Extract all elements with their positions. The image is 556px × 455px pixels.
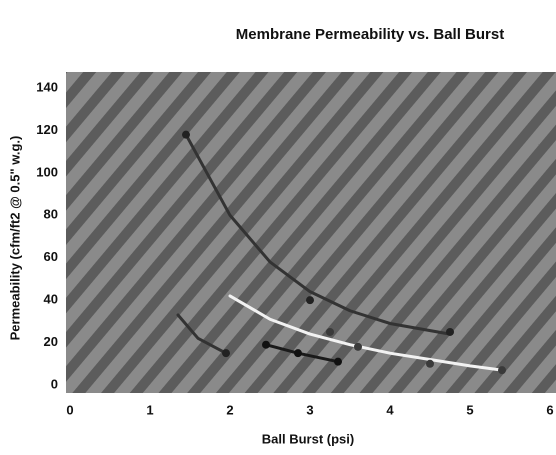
x-tick-label: 4 [386, 402, 394, 417]
y-tick-label: 120 [36, 122, 58, 137]
y-tick-label: 80 [44, 207, 58, 222]
x-tick-label: 1 [146, 402, 153, 417]
point [426, 359, 434, 368]
point [498, 366, 506, 375]
y-tick-label: 60 [44, 249, 58, 264]
y-axis-label: Permeability (cfm/ft2 @ 0.5" w.g.) [7, 136, 22, 341]
point [182, 130, 190, 139]
plot-area [66, 72, 556, 393]
trend-line [184, 133, 452, 336]
point [222, 349, 230, 358]
point [306, 296, 314, 305]
x-tick-label: 0 [66, 402, 73, 417]
point [294, 349, 302, 358]
x-axis-label: Ball Burst (psi) [262, 431, 354, 446]
trend-line [176, 313, 228, 355]
x-tick-label: 2 [226, 402, 233, 417]
y-tick-label: 40 [44, 292, 58, 307]
point [262, 340, 270, 349]
y-tick-label: 140 [36, 79, 58, 94]
point [334, 357, 342, 366]
chart-title: Membrane Permeability vs. Ball Burst [236, 26, 504, 43]
x-tick-label: 3 [306, 402, 313, 417]
trend-line [228, 294, 504, 372]
y-tick-label: 20 [44, 334, 58, 349]
x-tick-label: 5 [466, 402, 473, 417]
y-tick-label: 100 [36, 164, 58, 179]
point [326, 327, 334, 336]
point [354, 342, 362, 351]
point [446, 327, 454, 336]
y-tick-label: 0 [51, 376, 58, 391]
x-tick-label: 6 [546, 402, 553, 417]
